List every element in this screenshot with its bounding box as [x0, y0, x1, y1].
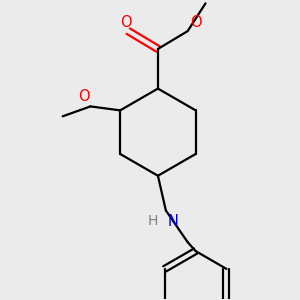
Text: H: H [148, 214, 158, 228]
Text: O: O [120, 15, 132, 30]
Text: O: O [78, 89, 89, 104]
Text: N: N [168, 214, 179, 230]
Text: O: O [190, 15, 201, 30]
